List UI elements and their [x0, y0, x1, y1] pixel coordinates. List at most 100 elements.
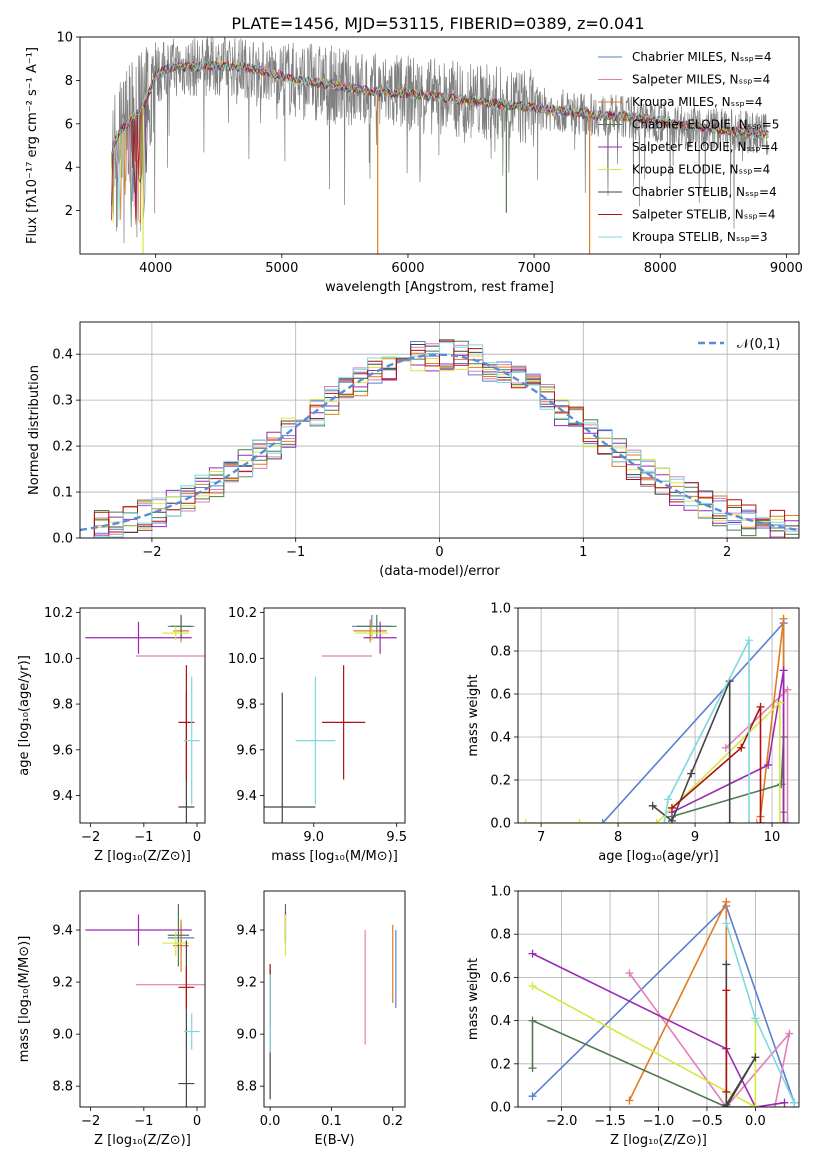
weight-line — [628, 901, 728, 1107]
y-tick-label: 9.4 — [52, 789, 73, 804]
plus-marker — [722, 1087, 731, 1096]
plus-marker — [722, 960, 731, 969]
y-tick-label: 0.4 — [52, 348, 73, 363]
x-axis-label: (data-model)/error — [379, 564, 500, 579]
x-tick-label: 0.0 — [260, 1114, 281, 1129]
y-tick-label: 0.8 — [490, 928, 511, 943]
legend-label: 𝒩(0,1) — [737, 337, 780, 352]
plus-marker — [625, 969, 634, 978]
weight-line — [532, 952, 785, 1107]
legend: Chabrier MILES, Nₛₛₚ=4 Salpeter MILES, Nₛ… — [598, 50, 779, 244]
errorbar-point — [355, 626, 389, 641]
y-axis-label: mass weight — [466, 674, 481, 756]
x-tick-label: 0.2 — [382, 1114, 403, 1129]
x-tick-label: 6000 — [391, 261, 424, 276]
residual-histogram — [80, 342, 799, 538]
plus-marker — [785, 1029, 794, 1038]
errorbar-point — [363, 621, 397, 654]
y-tick-label: 4 — [65, 161, 73, 176]
axes-frame — [79, 321, 800, 539]
x-tick-label: 5000 — [265, 261, 298, 276]
panel-residuals: −2 −1 0 1 2 0.0 0.1 0.2 0.3 0.4 (data-model)/error… — [27, 321, 800, 579]
x-tick-label: −1.5 — [594, 1114, 626, 1129]
y-tick-label: 0.3 — [52, 394, 73, 409]
y-tick-label: 0.0 — [490, 817, 511, 832]
x-tick-label: −2.0 — [546, 1114, 578, 1129]
plot-area — [528, 897, 799, 1107]
plus-marker — [764, 760, 773, 769]
y-axis-label: Flux [fλ10⁻¹⁷ erg cm⁻² s⁻¹ A⁻¹] — [25, 47, 40, 244]
y-tick-label: 10.2 — [44, 606, 73, 621]
plus-marker — [744, 819, 753, 823]
plus-marker — [722, 986, 731, 995]
legend-label: Chabrier STELIB, Nₛₛₚ=4 — [632, 185, 777, 199]
legend-label: Chabrier MILES, Nₛₛₚ=4 — [632, 50, 772, 64]
x-tick-label: 2 — [723, 545, 731, 560]
weight-line — [628, 972, 791, 1107]
x-tick-label: 8 — [614, 830, 622, 845]
plot-area — [521, 614, 792, 823]
plus-marker — [790, 1098, 799, 1107]
plot-area — [85, 614, 205, 823]
y-tick-label: 1.0 — [490, 885, 511, 900]
x-tick-label: 1 — [579, 545, 587, 560]
plus-marker — [779, 819, 788, 823]
errorbar-point — [170, 614, 192, 638]
y-tick-label: 9.4 — [236, 924, 257, 939]
y-tick-label: 8.8 — [236, 1080, 257, 1095]
plus-marker — [783, 819, 792, 823]
weight-line — [671, 706, 762, 823]
plus-marker — [779, 614, 788, 623]
y-tick-label: 10.2 — [228, 606, 257, 621]
plus-marker — [722, 897, 731, 906]
axes-frame — [79, 36, 800, 255]
y-tick-label: 0.8 — [490, 645, 511, 660]
panel-weight_vs_age: 7 8 9 10 0.0 0.2 0.4 0.6 0.8 1.0 age [log₁₀(age/yr… — [466, 602, 800, 864]
y-tick-label: 10 — [56, 31, 73, 46]
x-tick-label: 4000 — [139, 261, 172, 276]
y-tick-label: 0.2 — [490, 774, 511, 789]
axes-frame — [263, 607, 406, 824]
plus-marker — [744, 636, 753, 645]
plus-marker — [625, 1096, 634, 1105]
x-tick-label: −1 — [134, 1114, 153, 1129]
x-tick-label: 9.0 — [303, 830, 324, 845]
errorbar-point — [353, 619, 387, 643]
weight-line — [725, 964, 757, 1107]
plus-marker — [598, 819, 607, 823]
x-tick-label: −2 — [142, 545, 161, 560]
plus-marker — [737, 743, 746, 752]
plus-marker — [648, 801, 657, 810]
legend-label: Chabrier ELODIE, Nₛₛₚ=5 — [632, 118, 779, 132]
plus-marker — [721, 743, 730, 752]
axes-frame — [79, 890, 206, 1108]
errorbar-point — [183, 1013, 200, 1050]
x-tick-label: −1.0 — [643, 1114, 675, 1129]
x-axis-label: mass [log₁₀(M/M⊙)] — [271, 849, 398, 864]
plus-marker — [667, 816, 676, 823]
y-tick-label: 0.2 — [52, 440, 73, 455]
y-tick-label: 9.8 — [52, 698, 73, 713]
plus-marker — [779, 666, 788, 675]
legend: 𝒩(0,1) — [698, 337, 780, 352]
axes-frame — [263, 890, 406, 1108]
panel-age_vs_Z: −2 −1 0 9.4 9.6 9.8 10.0 10.2 Z [log₁₀(Z/Z⊙)] age… — [17, 606, 206, 864]
plus-marker — [783, 685, 792, 694]
y-tick-label: 9.2 — [236, 976, 257, 991]
panel-mass_vs_Z: −2 −1 0 8.8 9.0 9.2 9.4 Z [log₁₀(Z/Z⊙)] mass [lo… — [17, 890, 206, 1148]
gaussian-curve — [80, 353, 799, 532]
plus-marker — [751, 1053, 760, 1062]
y-tick-label: 0.4 — [490, 731, 511, 746]
x-tick-label: −1 — [134, 830, 153, 845]
plus-marker — [722, 1100, 731, 1107]
errorbar-point — [167, 904, 190, 967]
y-tick-label: 9.0 — [52, 1028, 73, 1043]
plus-marker — [667, 803, 676, 812]
plus-marker — [528, 1064, 537, 1073]
errorbar-point — [322, 665, 366, 780]
axes-frame — [517, 607, 800, 824]
model-spectrum-line — [111, 61, 769, 221]
plus-marker — [652, 819, 661, 823]
weight-line — [725, 923, 795, 1104]
